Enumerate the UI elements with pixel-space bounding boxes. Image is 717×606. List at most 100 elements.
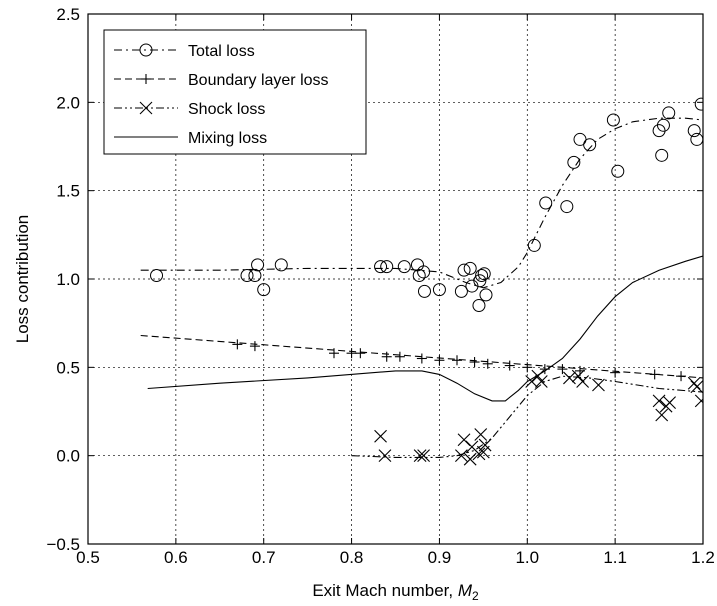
data-point	[477, 267, 491, 281]
data-point	[687, 376, 701, 390]
data-point	[482, 358, 493, 369]
data-point	[694, 97, 703, 111]
data-point	[346, 348, 357, 359]
data-point	[416, 353, 427, 364]
data-point	[434, 355, 445, 366]
x-tick-label: 0.8	[340, 548, 364, 567]
x-tick-label: 1.2	[691, 548, 715, 567]
x-tick-label: 0.9	[428, 548, 452, 567]
data-point	[248, 268, 262, 282]
x-axis-label: Exit Mach number, M2	[312, 581, 479, 603]
series-line	[147, 255, 703, 402]
data-point	[397, 260, 411, 274]
data-point	[417, 284, 431, 298]
legend-label: Mixing loss	[188, 130, 267, 147]
data-point	[522, 362, 533, 373]
data-point	[257, 283, 271, 297]
data-point	[663, 396, 677, 410]
data-point	[567, 155, 581, 169]
data-point	[592, 378, 605, 392]
data-point	[576, 375, 590, 388]
x-tick-label: 1.1	[603, 548, 627, 567]
data-point	[251, 258, 265, 272]
data-point	[539, 196, 553, 210]
series-3	[147, 255, 703, 402]
data-point	[457, 263, 471, 277]
legend-entry: Mixing loss	[114, 130, 267, 147]
data-point	[690, 380, 703, 394]
data-point	[417, 449, 431, 463]
data-point	[413, 449, 427, 463]
series-line	[351, 375, 703, 458]
data-point	[534, 375, 548, 388]
y-tick-label: 2.5	[56, 5, 80, 24]
data-point	[412, 268, 426, 282]
data-point	[463, 452, 477, 466]
data-point	[355, 348, 366, 359]
data-point	[656, 118, 670, 132]
data-point	[455, 449, 468, 463]
data-point	[374, 429, 387, 443]
data-point	[378, 449, 392, 463]
legend-label: Shock loss	[188, 101, 265, 118]
data-point	[676, 371, 687, 382]
legend-entry: Shock loss	[114, 101, 265, 118]
data-point	[655, 408, 669, 422]
series-1	[140, 334, 703, 382]
x-tick-label: 0.5	[76, 548, 100, 567]
data-point	[329, 348, 339, 359]
data-point	[560, 200, 574, 214]
series-2	[351, 369, 703, 466]
data-point	[611, 164, 625, 178]
series-line	[140, 117, 703, 289]
data-point	[381, 351, 392, 362]
data-point	[655, 148, 669, 162]
axis-ticks: 0.5 0.6 0.7 0.8 0.9 1.0 1.1 1.2 −0.5 0.0 0.5 1.0 1.5…	[46, 5, 714, 567]
y-tick-label: 0.0	[56, 447, 80, 466]
legend-box	[103, 29, 367, 155]
series-layer	[140, 97, 703, 466]
data-point	[662, 106, 676, 120]
data-point	[240, 268, 254, 282]
data-point	[454, 284, 468, 298]
x-tick-label: 0.7	[252, 548, 276, 567]
y-tick-label: 1.0	[56, 270, 80, 289]
data-point	[563, 371, 576, 385]
data-point	[150, 268, 164, 282]
y-tick-label: −0.5	[46, 535, 80, 554]
data-point	[583, 138, 597, 152]
grid	[88, 14, 703, 544]
data-point	[525, 375, 539, 388]
legend-entry: Boundary layer loss	[114, 72, 329, 89]
data-point	[249, 341, 260, 352]
legend-marker	[141, 74, 151, 84]
data-point	[232, 339, 243, 350]
x-tick-label: 1.0	[515, 548, 539, 567]
data-point	[473, 274, 487, 288]
data-point	[694, 394, 703, 408]
data-point	[472, 447, 486, 461]
data-point	[479, 288, 493, 302]
data-point	[374, 260, 388, 274]
data-point	[394, 351, 405, 362]
x-tick-label: 0.6	[164, 548, 188, 567]
data-point	[410, 258, 424, 272]
series-0	[140, 97, 703, 312]
y-tick-label: 2.0	[56, 93, 80, 112]
data-point	[527, 238, 541, 252]
data-point	[504, 360, 515, 371]
data-point	[380, 260, 394, 274]
y-tick-label: 0.5	[56, 358, 80, 377]
data-point	[649, 369, 660, 380]
data-point	[571, 369, 585, 383]
data-point	[457, 433, 471, 447]
data-point	[452, 355, 462, 366]
legend-label: Boundary layer loss	[188, 72, 329, 89]
data-point	[690, 132, 703, 146]
data-point	[469, 357, 480, 368]
legend-label: Total loss	[188, 43, 255, 60]
data-point	[557, 364, 568, 375]
data-point	[606, 113, 620, 127]
data-point	[463, 261, 477, 275]
